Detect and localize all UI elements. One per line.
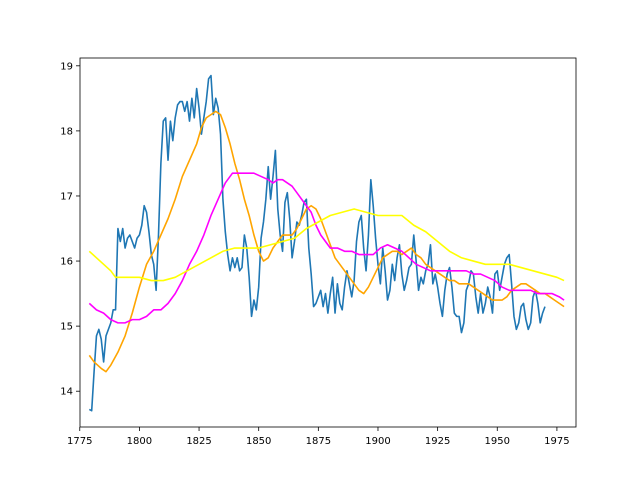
x-tick-label-8: 1975: [544, 436, 569, 447]
x-tick-label-4: 1875: [306, 436, 331, 447]
series-line-2: [88, 172, 565, 324]
x-tick-label-1: 1800: [127, 436, 152, 447]
y-tick-label-4: 18: [60, 126, 73, 137]
x-tick-label-5: 1900: [365, 436, 390, 447]
series-line-3: [88, 208, 565, 282]
series-layer: [88, 74, 565, 412]
y-tick-label-3: 17: [60, 191, 73, 202]
y-tick-label-2: 16: [60, 257, 73, 268]
series-line-1: [88, 110, 565, 373]
x-tick-label-7: 1950: [485, 436, 510, 447]
y-tick-label-1: 15: [60, 322, 73, 333]
x-tick-label-2: 1825: [186, 436, 211, 447]
plot-frame: [79, 57, 577, 428]
y-tick-label-5: 19: [60, 61, 73, 72]
x-tick-label-0: 1775: [67, 436, 92, 447]
x-tick-label-3: 1850: [246, 436, 271, 447]
x-axis: 1775 1800 1825 1850 1875 1900 1925 1950 1975: [67, 427, 570, 447]
y-tick-label-0: 14: [60, 387, 73, 398]
y-axis: 14 15 16 17 18 19: [60, 61, 80, 398]
series-line-0: [88, 74, 546, 412]
x-tick-label-6: 1925: [425, 436, 450, 447]
